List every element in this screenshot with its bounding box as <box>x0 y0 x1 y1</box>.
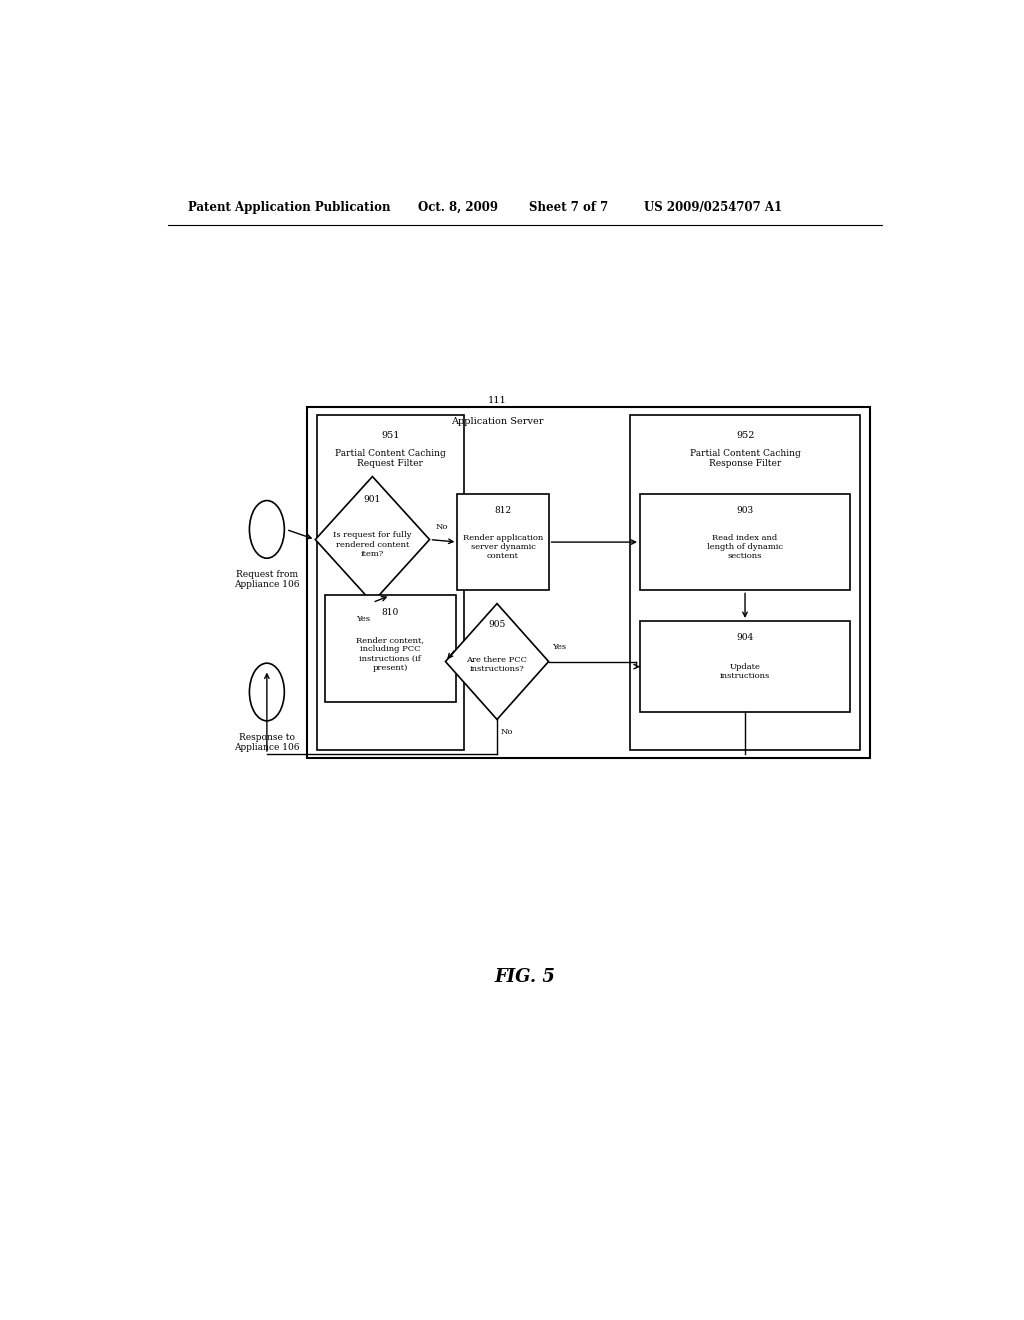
FancyBboxPatch shape <box>640 620 850 713</box>
Text: Read index and
length of dynamic
sections: Read index and length of dynamic section… <box>707 535 783 561</box>
Ellipse shape <box>250 500 285 558</box>
Text: Response to
Appliance 106: Response to Appliance 106 <box>234 733 300 752</box>
Text: Yes: Yes <box>553 643 566 651</box>
FancyBboxPatch shape <box>458 494 549 590</box>
Polygon shape <box>315 477 430 602</box>
FancyBboxPatch shape <box>316 414 464 750</box>
Text: Is request for fully
rendered content
item?: Is request for fully rendered content it… <box>333 532 412 558</box>
FancyBboxPatch shape <box>631 414 860 750</box>
Text: Are there PCC
instructions?: Are there PCC instructions? <box>467 656 527 673</box>
Text: FIG. 5: FIG. 5 <box>495 968 555 986</box>
Text: 810: 810 <box>382 607 399 616</box>
Text: Request from
Appliance 106: Request from Appliance 106 <box>234 570 300 590</box>
Text: 812: 812 <box>495 506 512 515</box>
Text: Partial Content Caching
Request Filter: Partial Content Caching Request Filter <box>335 449 445 469</box>
Text: 952: 952 <box>736 430 755 440</box>
Text: 904: 904 <box>736 634 754 642</box>
Polygon shape <box>445 603 549 719</box>
Text: Patent Application Publication: Patent Application Publication <box>187 201 390 214</box>
FancyBboxPatch shape <box>640 494 850 590</box>
Text: Update
instructions: Update instructions <box>720 663 770 680</box>
Text: Sheet 7 of 7: Sheet 7 of 7 <box>528 201 608 214</box>
Text: Partial Content Caching
Response Filter: Partial Content Caching Response Filter <box>690 449 801 469</box>
Text: 903: 903 <box>736 506 754 515</box>
Text: 901: 901 <box>364 495 381 504</box>
Text: 951: 951 <box>381 430 399 440</box>
Text: Render content,
including PCC
instructions (if
present): Render content, including PCC instructio… <box>356 636 424 672</box>
Text: 111: 111 <box>487 396 507 405</box>
Text: US 2009/0254707 A1: US 2009/0254707 A1 <box>644 201 782 214</box>
FancyBboxPatch shape <box>306 408 870 758</box>
Text: No: No <box>501 727 513 735</box>
Text: Oct. 8, 2009: Oct. 8, 2009 <box>418 201 498 214</box>
FancyBboxPatch shape <box>325 595 456 702</box>
Ellipse shape <box>250 663 285 721</box>
Text: Application Server: Application Server <box>451 417 544 425</box>
Text: Yes: Yes <box>356 615 370 623</box>
Text: Render application
server dynamic
content: Render application server dynamic conten… <box>463 535 543 561</box>
Text: No: No <box>436 524 449 532</box>
Text: 905: 905 <box>488 620 506 628</box>
